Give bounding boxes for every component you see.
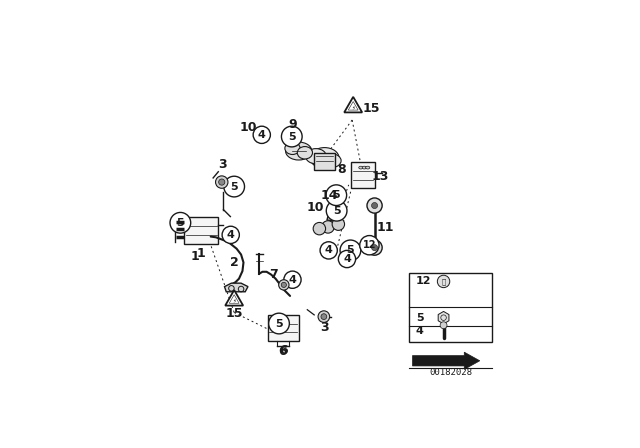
Text: 4: 4: [258, 130, 266, 140]
Text: 1: 1: [191, 250, 200, 263]
Circle shape: [253, 126, 270, 143]
Text: 10: 10: [240, 121, 257, 134]
Text: 3: 3: [218, 158, 227, 171]
Ellipse shape: [305, 149, 326, 164]
Circle shape: [339, 250, 356, 267]
Circle shape: [372, 202, 378, 209]
Ellipse shape: [362, 166, 366, 169]
Text: 4: 4: [324, 246, 333, 255]
Circle shape: [170, 212, 191, 233]
Text: 4: 4: [227, 230, 235, 240]
Circle shape: [440, 322, 447, 329]
Text: 12: 12: [363, 240, 376, 250]
Bar: [351, 163, 375, 188]
Bar: [184, 216, 218, 244]
Ellipse shape: [359, 166, 363, 169]
Ellipse shape: [310, 147, 339, 168]
Circle shape: [372, 245, 378, 251]
Text: 15: 15: [362, 102, 380, 115]
Circle shape: [222, 226, 239, 244]
Circle shape: [278, 280, 289, 290]
Circle shape: [320, 242, 337, 259]
Text: 5: 5: [177, 218, 184, 228]
Text: 5: 5: [230, 181, 238, 192]
Text: 5: 5: [288, 132, 296, 142]
Text: 00182028: 00182028: [429, 368, 472, 377]
Text: 4: 4: [343, 254, 351, 264]
Text: 7: 7: [269, 268, 277, 281]
Text: 14: 14: [321, 189, 339, 202]
Text: 4: 4: [416, 327, 424, 336]
Circle shape: [326, 200, 347, 221]
Text: ⌖: ⌖: [442, 278, 445, 285]
Bar: [268, 315, 299, 341]
Text: 5: 5: [416, 313, 424, 323]
Text: 1: 1: [196, 247, 205, 260]
Circle shape: [332, 218, 344, 230]
Text: 5: 5: [333, 206, 340, 216]
Bar: [409, 273, 492, 342]
Circle shape: [269, 313, 289, 334]
Polygon shape: [327, 210, 340, 222]
Polygon shape: [344, 97, 362, 112]
Text: 3: 3: [320, 321, 329, 334]
Text: 10: 10: [307, 201, 324, 214]
Polygon shape: [413, 352, 480, 370]
Text: 4: 4: [289, 275, 296, 285]
Text: 11: 11: [376, 221, 394, 234]
Text: 2: 2: [230, 256, 239, 269]
Text: 15: 15: [225, 307, 243, 320]
Circle shape: [313, 223, 326, 235]
Ellipse shape: [365, 166, 370, 169]
Circle shape: [219, 179, 225, 185]
Circle shape: [367, 198, 382, 213]
Circle shape: [321, 314, 327, 319]
Circle shape: [318, 311, 330, 323]
Ellipse shape: [298, 146, 312, 159]
Circle shape: [281, 282, 287, 288]
Bar: [314, 154, 335, 170]
Text: 9: 9: [289, 118, 297, 131]
Circle shape: [367, 240, 382, 255]
Ellipse shape: [285, 142, 300, 155]
Text: 12: 12: [416, 276, 431, 286]
Circle shape: [437, 275, 450, 288]
Circle shape: [326, 185, 347, 206]
Ellipse shape: [322, 154, 341, 168]
Text: 13: 13: [371, 170, 388, 183]
Text: 6: 6: [279, 344, 287, 357]
Polygon shape: [225, 290, 243, 306]
Ellipse shape: [285, 142, 312, 160]
Text: 5: 5: [332, 190, 340, 200]
Circle shape: [282, 126, 302, 147]
Text: 5: 5: [275, 319, 283, 328]
Text: 8: 8: [338, 163, 346, 176]
Text: ⚡: ⚡: [351, 106, 355, 111]
Circle shape: [216, 176, 228, 188]
Text: 6: 6: [278, 345, 287, 358]
Text: ⚡: ⚡: [232, 299, 236, 304]
Circle shape: [340, 240, 361, 261]
Text: 5: 5: [347, 246, 354, 255]
Circle shape: [360, 236, 379, 255]
Circle shape: [322, 221, 334, 233]
Circle shape: [224, 176, 244, 197]
Circle shape: [284, 271, 301, 289]
Polygon shape: [225, 283, 248, 292]
